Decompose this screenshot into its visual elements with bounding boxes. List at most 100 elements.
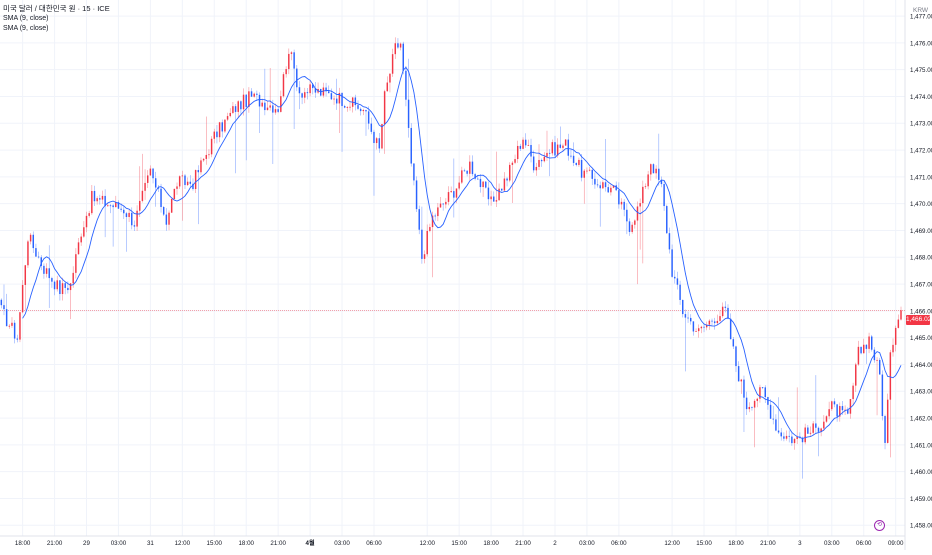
candle-body [48,268,50,279]
candle-body [53,281,56,290]
candle-body [772,418,774,420]
candle-body [580,159,583,178]
time-label: 15:00 [451,540,467,547]
candle-body [793,438,796,444]
candle-body [535,166,538,171]
candle-body [825,416,828,422]
candle-body [578,159,580,165]
candle-body [886,399,889,443]
symbol-title[interactable]: 미국 달러 / 대한민국 원 · 15 · ICE [3,4,110,13]
candle-body [213,131,216,139]
candle-body [689,317,692,322]
candle-body [801,437,804,443]
candle-body [375,138,378,144]
candle-body [791,436,793,444]
candle-body [636,206,639,221]
candle-body [876,359,878,361]
candle-body [394,43,397,55]
candle-body [216,131,218,138]
candle-body [3,305,5,310]
candle-body [761,387,764,389]
price-label: 1,477.00 [910,13,932,20]
candle-body [378,138,381,149]
candle-body [884,416,886,443]
time-label: 15:00 [207,540,223,547]
candle-body [426,230,428,255]
candle-body [748,406,751,410]
candle-body [833,401,836,405]
candle-body [21,284,24,313]
candle-body [759,387,761,399]
candle-body [897,319,900,328]
candle-body [24,265,27,285]
candle-body [51,278,53,282]
candle-body [658,168,660,180]
candle-body [716,320,719,324]
candle-body [162,207,165,215]
candle-body [293,52,295,69]
candle-body [59,280,61,295]
candle-body [277,109,279,112]
candle-body [93,190,96,202]
candle-body [301,93,303,98]
candle-body [445,201,447,205]
price-label: 1,463.00 [910,389,932,396]
candle-body [248,91,250,107]
candle-body [5,309,8,327]
price-label: 1,461.00 [910,442,932,449]
candle-body [548,152,551,154]
candle-body [304,92,306,98]
candle-body [338,92,341,104]
candle-body [615,185,617,191]
candles [0,37,902,479]
candle-body [99,198,101,200]
candle-body [559,144,562,148]
candle-body [458,182,460,189]
candle-body [839,406,841,417]
candle-body [828,409,830,417]
candle-body [357,105,359,109]
candle-body [583,170,585,178]
candle-body [788,435,790,437]
candle-body [870,336,873,350]
replay-icon[interactable]: ⟲ [874,520,885,531]
candle-body [421,229,423,259]
candle-body [852,385,854,400]
candle-body [418,209,420,230]
candle-body [865,344,868,349]
candle-body [258,94,261,107]
candle-body [783,436,785,439]
candle-body [139,200,141,211]
indicator-label-1[interactable]: SMA (9, close) [3,15,49,22]
candle-body [288,53,290,70]
candle-body [634,220,636,225]
candle-body [290,52,293,54]
candle-body [650,164,652,175]
candle-body [477,178,479,180]
time-label: 03:00 [111,540,127,547]
candle-body [327,91,330,94]
price-axis[interactable]: 1,458.00 1,459.00 1,460.00 1,461.00 1,462.00… [910,13,932,529]
candle-body [546,152,548,157]
candle-body [812,423,814,433]
candle-body [381,124,383,149]
currency-label[interactable]: KRW [913,7,929,14]
candle-body [85,215,88,228]
candle-body [35,248,37,257]
candle-body [391,54,394,74]
candle-body [232,106,234,113]
candle-body [19,312,21,340]
candle-body [519,145,522,149]
candle-body [493,196,495,202]
candle-body [642,186,644,204]
candle-body [668,233,671,250]
candle-body [173,188,176,199]
candle-body [256,93,258,95]
time-label: 18:00 [15,540,31,547]
candle-body [780,432,782,437]
candle-body [240,101,242,110]
indicator-label-2[interactable]: SMA (9, close) [3,25,49,32]
time-axis[interactable]: 18:00 21:00 29 03:00 31 12:00 15:00 18:00 21:00 4… [15,539,904,547]
